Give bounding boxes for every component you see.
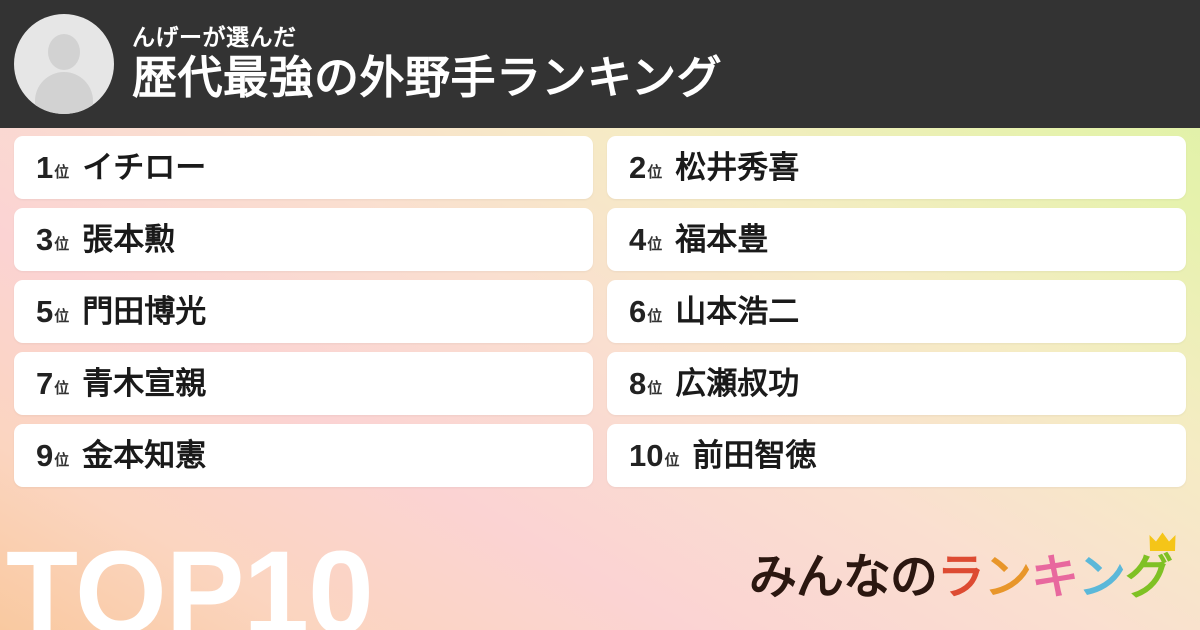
rank-entry-name: イチロー — [82, 150, 207, 185]
rank-suffix: 位 — [647, 236, 663, 253]
rank-entry-name: 張本勲 — [82, 222, 176, 257]
rank-number: 4 — [629, 222, 647, 257]
ranking-item[interactable]: 1 位イチロー — [14, 136, 593, 199]
ranking-item[interactable]: 8 位広瀬叔功 — [607, 352, 1186, 415]
ranking-item[interactable]: 9 位金本知憲 — [14, 424, 593, 487]
logo-char-gu-wrapper: グ — [1124, 532, 1176, 604]
logo-text-minna-no: みんなの — [748, 551, 938, 604]
avatar-head-shape — [48, 34, 80, 70]
rank-suffix: 位 — [647, 380, 663, 397]
logo-char-n1: ン — [983, 551, 1032, 604]
rank-number: 2 — [629, 150, 647, 185]
logo-char-n2: ン — [1077, 551, 1126, 604]
rank-suffix: 位 — [54, 308, 70, 325]
rank-suffix: 位 — [54, 380, 70, 397]
ranking-item[interactable]: 10 位前田智徳 — [607, 424, 1186, 487]
header-text-group: んげーが選んだ 歴代最強の外野手ランキング — [132, 24, 723, 104]
rank-entry-name: 門田博光 — [82, 294, 207, 329]
ranking-item[interactable]: 7 位青木宣親 — [14, 352, 593, 415]
ranking-item[interactable]: 2 位松井秀喜 — [607, 136, 1186, 199]
top10-label: TOP10 — [6, 527, 374, 630]
logo-char-ra: ラ — [936, 551, 985, 604]
rank-number: 6 — [629, 294, 647, 329]
rank-number: 5 — [36, 294, 54, 329]
rank-suffix: 位 — [647, 164, 663, 181]
rank-number: 8 — [629, 366, 647, 401]
header-bar: んげーが選んだ 歴代最強の外野手ランキング — [0, 0, 1200, 128]
rank-entry-name: 前田智徳 — [692, 438, 817, 473]
rank-entry-name: 福本豊 — [675, 222, 769, 257]
user-avatar-placeholder-icon — [14, 14, 114, 114]
logo-char-ki: キ — [1030, 551, 1079, 604]
logo-char-gu: グ — [1124, 551, 1173, 604]
avatar-body-shape — [35, 72, 93, 114]
ranking-item[interactable]: 3 位張本勲 — [14, 208, 593, 271]
header-subtitle: んげーが選んだ — [132, 24, 297, 51]
rank-number: 9 — [36, 438, 54, 473]
rank-number: 7 — [36, 366, 54, 401]
rank-suffix: 位 — [54, 164, 70, 181]
rank-entry-name: 山本浩二 — [675, 294, 800, 329]
rank-number: 10 — [629, 438, 664, 473]
crown-icon — [1149, 532, 1176, 551]
ranking-list: 1 位イチロー 2 位松井秀喜 3 位張本勲 4 位福本豊 5 位門田博光 6 位山本浩二 7 位青木宣親… — [0, 136, 1200, 487]
ranking-item[interactable]: 6 位山本浩二 — [607, 280, 1186, 343]
rank-entry-name: 松井秀喜 — [675, 150, 800, 185]
rank-suffix: 位 — [664, 452, 680, 469]
ranking-item[interactable]: 4 位福本豊 — [607, 208, 1186, 271]
rank-entry-name: 金本知憲 — [82, 438, 207, 473]
site-logo[interactable]: みんなの ラ ン キ ン グ — [748, 532, 1176, 604]
rank-entry-name: 青木宣親 — [82, 366, 207, 401]
rank-suffix: 位 — [647, 308, 663, 325]
rank-number: 1 — [36, 150, 54, 185]
rank-suffix: 位 — [54, 452, 70, 469]
page-title: 歴代最強の外野手ランキング — [132, 52, 723, 104]
rank-number: 3 — [36, 222, 54, 257]
rank-entry-name: 広瀬叔功 — [675, 366, 800, 401]
rank-suffix: 位 — [54, 236, 70, 253]
ranking-item[interactable]: 5 位門田博光 — [14, 280, 593, 343]
